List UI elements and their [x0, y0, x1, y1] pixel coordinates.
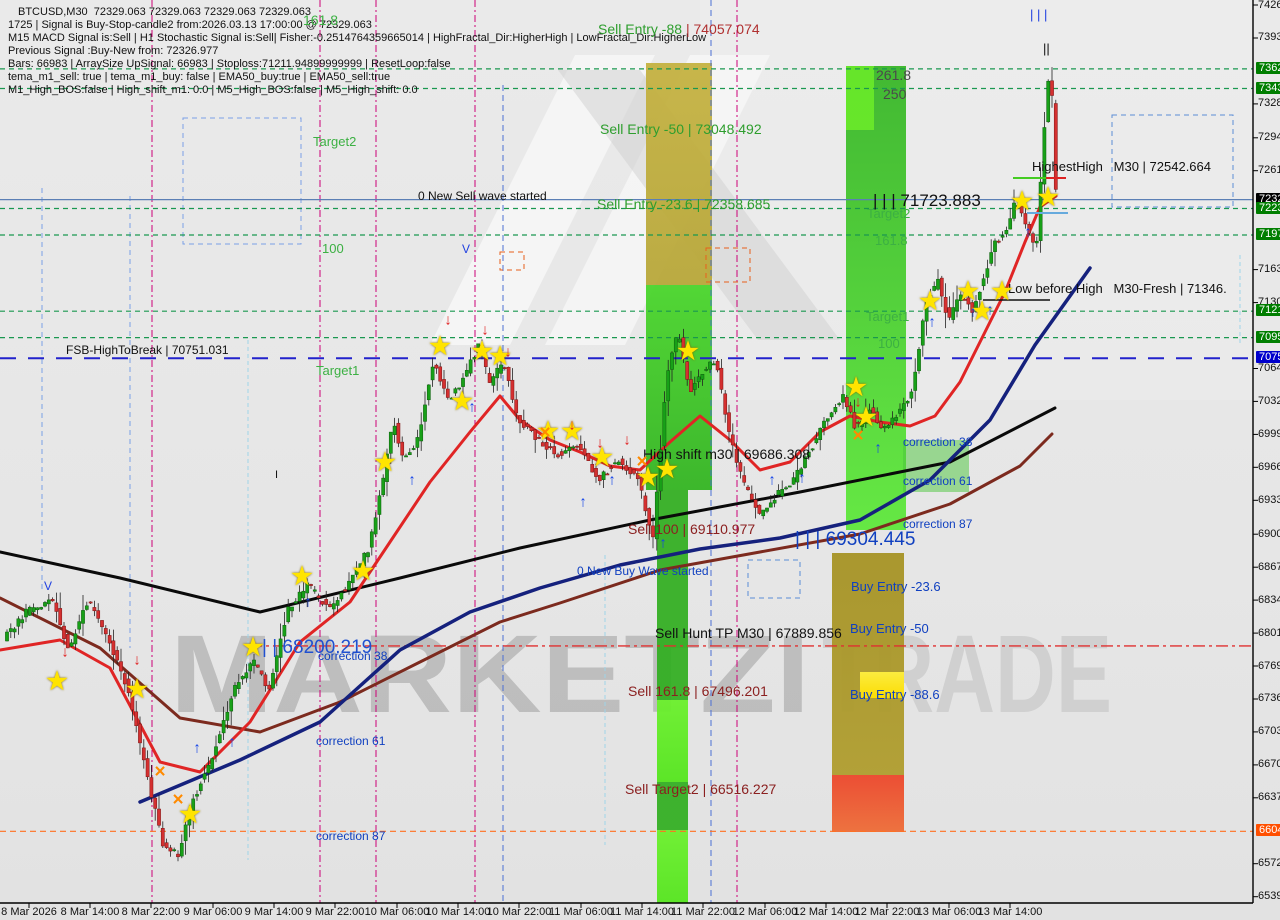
signal-zone-band — [860, 672, 904, 698]
signal-zone-band — [832, 775, 904, 832]
signal-zone-band — [646, 63, 712, 285]
signal-zone-band — [657, 830, 688, 903]
signal-zone-band — [846, 66, 874, 130]
ma-maroon — [0, 432, 1054, 734]
svg-text:MARKETZI: MARKETZI — [170, 613, 810, 736]
ma-navy — [138, 266, 1092, 804]
signal-zone-band — [657, 490, 688, 700]
signal-zone-band — [657, 782, 688, 830]
signal-zone-band — [657, 700, 688, 782]
signal-zone-band — [646, 285, 712, 490]
ma-red-fast — [0, 194, 1058, 774]
signal-zone-band — [846, 66, 906, 530]
ma-black — [0, 406, 1057, 614]
